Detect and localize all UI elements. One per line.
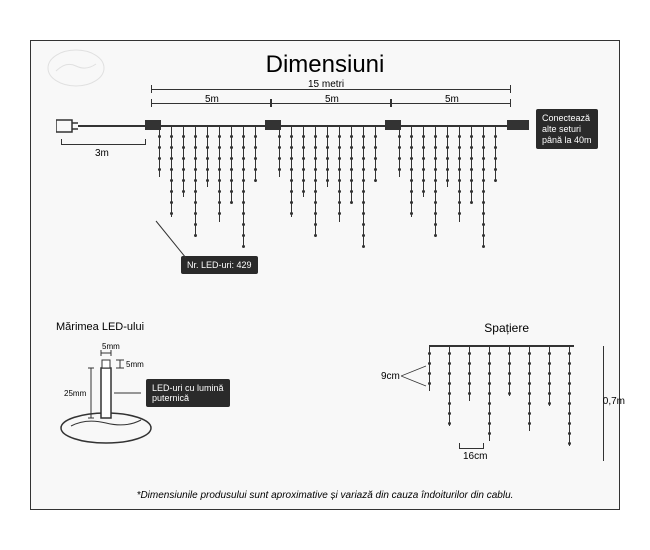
spacing-v-pointer xyxy=(401,361,431,391)
led-count-pointer xyxy=(151,216,191,261)
led-body-text: 25mm xyxy=(64,389,87,398)
total-length-label: 15 metri xyxy=(306,79,346,90)
led-desc-box: LED-uri cu lumină puternică xyxy=(146,379,230,407)
height-label: 0,7m xyxy=(601,396,627,407)
main-title: Dimensiuni xyxy=(266,51,385,79)
led-size-section: Mărimea LED-ului 5mm 5mm 25mm LED-uri cu… xyxy=(56,321,256,463)
led-width-text: 5mm xyxy=(102,342,120,351)
seg3-label: 5m xyxy=(443,94,461,105)
lead-label: 3m xyxy=(93,148,111,159)
connect-info-box: Conectează alte seturi până la 40m xyxy=(536,109,598,149)
plug-icon xyxy=(56,116,86,141)
main-cable-line xyxy=(151,125,516,127)
seg2-label: 5m xyxy=(323,94,341,105)
diagram-frame: Dimensiuni 15 metri 5m 5m 5m 3m Conectea… xyxy=(30,40,620,510)
seg1-label: 5m xyxy=(203,94,221,105)
brand-logo xyxy=(46,46,106,91)
spacing-h-label: 16cm xyxy=(461,451,489,462)
spacing-h-bracket xyxy=(459,443,484,449)
spacing-v-label: 9cm xyxy=(379,371,402,382)
lead-cable xyxy=(86,125,151,127)
lead-bracket xyxy=(61,139,146,145)
footnote-text: *Dimensiunile produsului sunt aproximati… xyxy=(137,490,514,501)
led-size-title: Mărimea LED-ului xyxy=(56,321,256,333)
led-count-box: Nr. LED-uri: 429 xyxy=(181,256,258,274)
spacing-title: Spațiere xyxy=(484,321,529,335)
connector-end xyxy=(507,120,529,130)
led-height-text: 5mm xyxy=(126,360,144,369)
